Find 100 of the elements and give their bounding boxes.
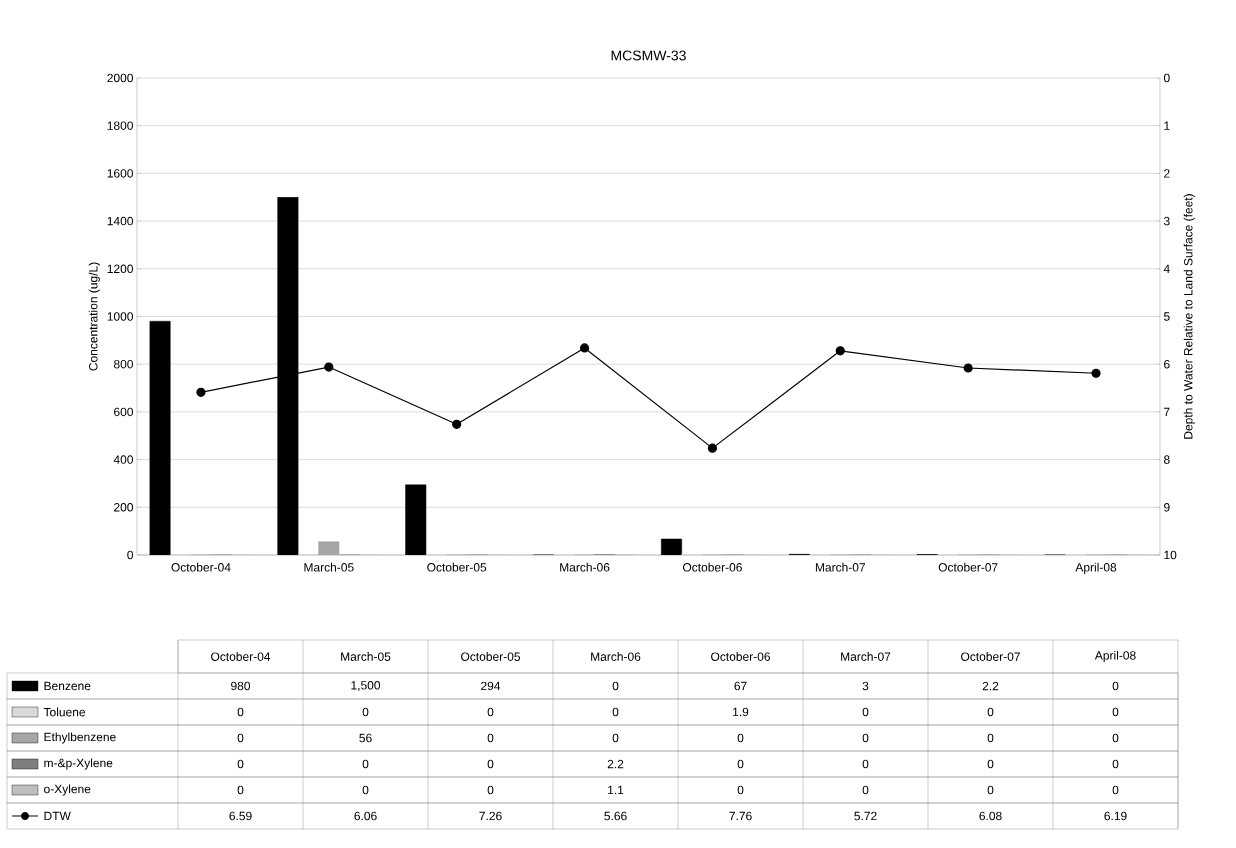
data-label: 0 (987, 707, 994, 717)
data-label: 6.06 (354, 811, 377, 821)
data-label: 0 (1112, 733, 1119, 743)
data-label: 0 (1112, 681, 1119, 691)
legend-label: Ethylbenzene (44, 732, 116, 744)
data-label: 0 (362, 759, 369, 769)
point (579, 343, 590, 353)
legend-label: m-&p-Xylene (44, 758, 113, 770)
data-label: 0 (612, 681, 619, 691)
y2-axis-title: Depth to Water Relative to Land Surface (feet) (1183, 194, 1195, 439)
legend-label: Toluene (43, 707, 86, 717)
data-label: 3 (862, 681, 869, 691)
y2-tick-label: 6 (1164, 359, 1170, 369)
y2-tick-label: 4 (1163, 264, 1170, 273)
data-label: 0 (612, 733, 619, 743)
category-label: October-06 (711, 652, 770, 661)
y-axis-title: Concentration (ug/L) (88, 262, 100, 371)
y2-tick-label: 2 (1164, 169, 1170, 178)
data-label: 0 (612, 707, 619, 717)
data-label: 0 (737, 785, 744, 795)
y-tick-label: 400 (113, 455, 134, 464)
y2-tick-label: 8 (1164, 455, 1170, 464)
data-label: 0 (487, 785, 494, 795)
x-tick-label: October-05 (427, 562, 487, 572)
point (1091, 368, 1101, 378)
x-tick-label: October-06 (682, 562, 742, 572)
point (324, 362, 334, 372)
data-label: 0 (1112, 759, 1119, 769)
x-tick-label: March-06 (560, 562, 610, 572)
point (452, 419, 462, 429)
data-label: 5.72 (854, 811, 877, 821)
category-label: March-06 (591, 652, 641, 661)
data-label: 7.76 (729, 811, 752, 821)
data-label: 0 (987, 785, 994, 795)
data-label: 1.9 (733, 707, 749, 717)
y-tick-label: 0 (127, 550, 134, 560)
point (707, 443, 718, 453)
data-label: 5.66 (604, 811, 627, 821)
data-label: 0 (987, 759, 994, 769)
data-label: 0 (487, 759, 494, 769)
data-label: 0 (862, 785, 869, 795)
data-label: 0 (862, 733, 869, 743)
bar (318, 541, 340, 555)
category-label: April-08 (1094, 650, 1136, 663)
data-label: 0 (1112, 785, 1119, 795)
data-label: 0 (237, 707, 244, 717)
category-label: March-05 (341, 652, 391, 661)
legend-label: Benzene (44, 681, 91, 691)
chart-title: MCSMW-33 (611, 50, 686, 61)
data-label: 6.19 (1104, 811, 1127, 821)
x-tick-label: October-07 (938, 562, 998, 572)
data-label: 0 (237, 785, 244, 795)
y-tick-label: 1800 (107, 121, 134, 130)
y-tick-label: 200 (114, 503, 134, 512)
data-label: 980 (231, 681, 251, 691)
y2-tick-label: 9 (1164, 503, 1170, 512)
data-label: 0 (487, 733, 494, 743)
data-label: 56 (359, 733, 372, 743)
point (835, 346, 845, 356)
category-label: October-04 (211, 652, 271, 661)
data-label: 1.1 (608, 785, 624, 795)
category-label: October-05 (461, 652, 521, 661)
data-label: 1,500 (351, 681, 381, 691)
data-label: 0 (862, 707, 869, 717)
data-label: 0 (237, 759, 244, 769)
x-tick-label: March-07 (815, 562, 866, 572)
data-label: 2.2 (982, 681, 999, 691)
category-label: October-07 (961, 652, 1020, 661)
data-label: 6.08 (979, 811, 1002, 821)
y-tick-label: 1000 (107, 312, 134, 321)
y2-tick-label: 5 (1163, 312, 1170, 321)
point (963, 363, 973, 373)
data-label: 0 (237, 733, 244, 743)
y-tick-label: 2000 (107, 73, 134, 83)
y2-tick-label: 1 (1164, 121, 1170, 130)
data-label: 0 (487, 707, 494, 717)
data-label: 7.26 (479, 811, 502, 821)
y2-tick-label: 10 (1164, 550, 1177, 560)
data-label: 2.2 (607, 759, 624, 769)
y-tick-label: 1200 (107, 264, 134, 274)
category-label: March-07 (841, 652, 891, 661)
data-label: 0 (1112, 707, 1119, 717)
point (196, 387, 206, 397)
legend-label: DTW (44, 811, 71, 821)
y-tick-label: 600 (114, 407, 134, 417)
y-tick-label: 1400 (107, 216, 134, 226)
y2-tick-label: 0 (1163, 73, 1170, 83)
x-tick-label: March-05 (304, 562, 354, 572)
data-label: 0 (362, 785, 369, 795)
x-tick-label: April-08 (1075, 562, 1117, 574)
data-label: 0 (862, 759, 869, 769)
data-label: 6.59 (229, 811, 252, 821)
data-label: 0 (987, 733, 994, 743)
data-label: 67 (734, 681, 747, 691)
legend-label: o-Xylene (44, 784, 91, 796)
data-label: 0 (737, 733, 744, 743)
data-label: 294 (481, 681, 501, 691)
data-label: 0 (362, 707, 369, 717)
y-tick-label: 1600 (107, 169, 134, 178)
y-tick-label: 800 (113, 359, 134, 369)
